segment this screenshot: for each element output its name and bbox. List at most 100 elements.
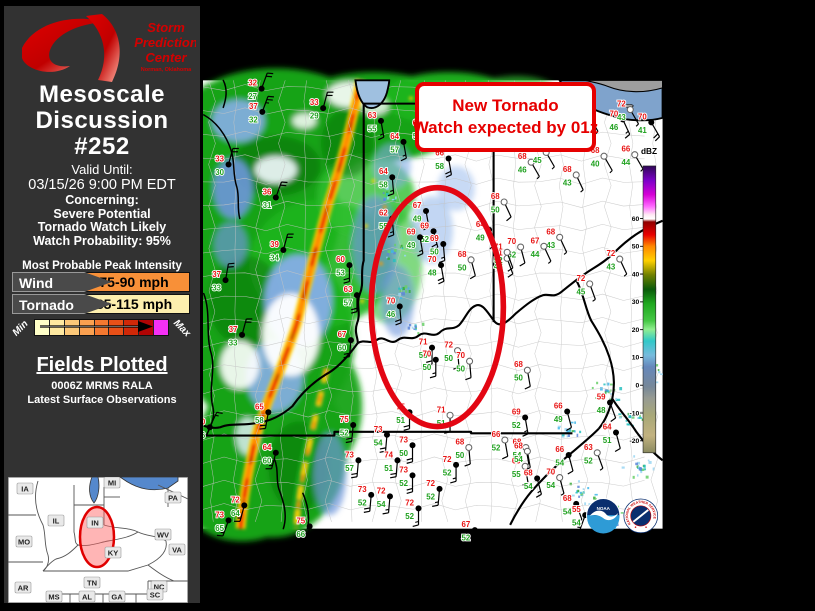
- station-plot: 50 46: [203, 411, 223, 441]
- inset-state-label-ky: KY: [104, 546, 122, 559]
- wind-barb-feather: [654, 136, 660, 142]
- concerning-label: Concerning:: [65, 193, 139, 207]
- station-circle-filled: [432, 356, 439, 363]
- station-circle-filled: [423, 208, 430, 215]
- station-dewpoint: 52: [399, 479, 408, 488]
- wind-barb-feather: [350, 476, 358, 479]
- wind-barb-feather: [506, 216, 512, 222]
- station-temperature: 70: [428, 255, 437, 264]
- station-temperature: 66: [554, 402, 563, 411]
- station-plot: 69 50: [429, 233, 447, 264]
- peak-intensity-header: Most Probable Peak Intensity: [22, 260, 182, 272]
- station-temperature: 69: [512, 456, 521, 465]
- station-dewpoint: 54: [524, 482, 533, 491]
- inset-state-label-pa: PA: [164, 491, 182, 504]
- station-temperature: 75: [296, 516, 305, 525]
- station-plot: 73 65: [214, 509, 232, 537]
- svg-text:KY: KY: [108, 549, 118, 558]
- station-circle-filled: [272, 194, 279, 201]
- station-plot: 70 46: [609, 108, 631, 139]
- station-circle-filled: [453, 461, 460, 468]
- station-circle-filled: [606, 399, 614, 406]
- wind-barb-feather: [406, 461, 413, 464]
- station-plot: 73 52: [398, 464, 416, 494]
- station-dewpoint: 52: [492, 444, 501, 453]
- squall-line: [235, 79, 472, 530]
- station-dewpoint: 60: [338, 344, 347, 353]
- station-circle-open: [521, 462, 529, 470]
- station-circle-filled: [471, 527, 478, 534]
- wind-barb-feather: [522, 433, 529, 437]
- concerning-line3: Watch Probability: 95%: [33, 233, 171, 248]
- wind-barb-halffeather: [418, 249, 423, 253]
- noaa-logo-text: NOAA: [597, 506, 611, 511]
- station-temperature: 68: [524, 468, 533, 477]
- station-dewpoint: 57: [390, 145, 399, 154]
- dbz-tick-label: 10: [632, 355, 640, 362]
- station-circle-filled: [225, 517, 232, 524]
- station-dewpoint: 51: [603, 436, 612, 445]
- station-temperature: 72: [576, 274, 585, 283]
- station-temperature: 69: [512, 408, 521, 417]
- svg-text:TN: TN: [87, 579, 97, 588]
- station-temperature: 64: [390, 132, 399, 141]
- station-dewpoint: 46: [609, 123, 618, 132]
- watch-annotation-box: New Tornado Watch expected by 01z: [413, 82, 598, 152]
- station-dewpoint: 29: [310, 112, 319, 121]
- station-circle-open: [503, 248, 511, 256]
- wind-barb-halffeather: [537, 490, 541, 494]
- wind-barb-halffeather: [524, 429, 528, 433]
- station-dewpoint: 52: [584, 456, 593, 465]
- wind-barb-feather: [576, 518, 583, 524]
- wind-barb-halffeather: [526, 467, 531, 470]
- wind-barb-feather: [412, 524, 419, 528]
- station-plot: 70 48: [427, 254, 445, 285]
- wind-barb-feather: [350, 311, 358, 314]
- wind-barb-feather: [614, 447, 621, 453]
- station-dewpoint: 50: [444, 354, 453, 363]
- wind-barb-feather: [426, 360, 433, 363]
- station-dewpoint: 50: [399, 449, 408, 458]
- station-dewpoint: 55: [379, 222, 388, 231]
- station-dewpoint: 43: [617, 113, 626, 122]
- title-line1: Mesoscale: [39, 81, 165, 108]
- svg-text:NC: NC: [154, 583, 165, 592]
- station-temperature: 67: [413, 201, 422, 210]
- station-plot: 74 51: [383, 449, 401, 479]
- station-temperature: 74: [384, 450, 393, 459]
- station-dewpoint: 43: [546, 241, 555, 250]
- station-circle-filled: [613, 429, 620, 436]
- station-circle-open: [454, 347, 462, 355]
- wind-barb-feather: [387, 193, 394, 197]
- station-plot: 72 43: [606, 248, 628, 277]
- dbz-tick-label: 0: [636, 382, 640, 389]
- station-dewpoint: 50: [514, 374, 523, 383]
- station-plot: 33 29: [309, 91, 334, 122]
- station-dewpoint: 52: [507, 251, 516, 260]
- wind-barb-feather: [266, 75, 273, 78]
- station-temperature: 72: [231, 495, 240, 504]
- station-plot: 73 57: [344, 449, 362, 479]
- station-circle-open: [556, 233, 564, 241]
- wind-barb-feather: [417, 253, 424, 257]
- wind-barb-feather: [624, 133, 631, 139]
- station-dewpoint: 54: [555, 459, 564, 468]
- station-temperature: 60: [336, 255, 345, 264]
- wind-barb-halffeather: [547, 260, 552, 264]
- station-plot: 69 49: [406, 226, 424, 257]
- inset-state-label-sc: SC: [146, 588, 164, 601]
- wind-barb-halffeather: [623, 273, 628, 277]
- station-circle-open: [616, 255, 624, 263]
- station-dewpoint: 55: [368, 124, 377, 133]
- station-temperature: 68: [518, 152, 527, 161]
- wind-barb-feather: [438, 259, 445, 264]
- wind-barb-feather: [346, 437, 353, 440]
